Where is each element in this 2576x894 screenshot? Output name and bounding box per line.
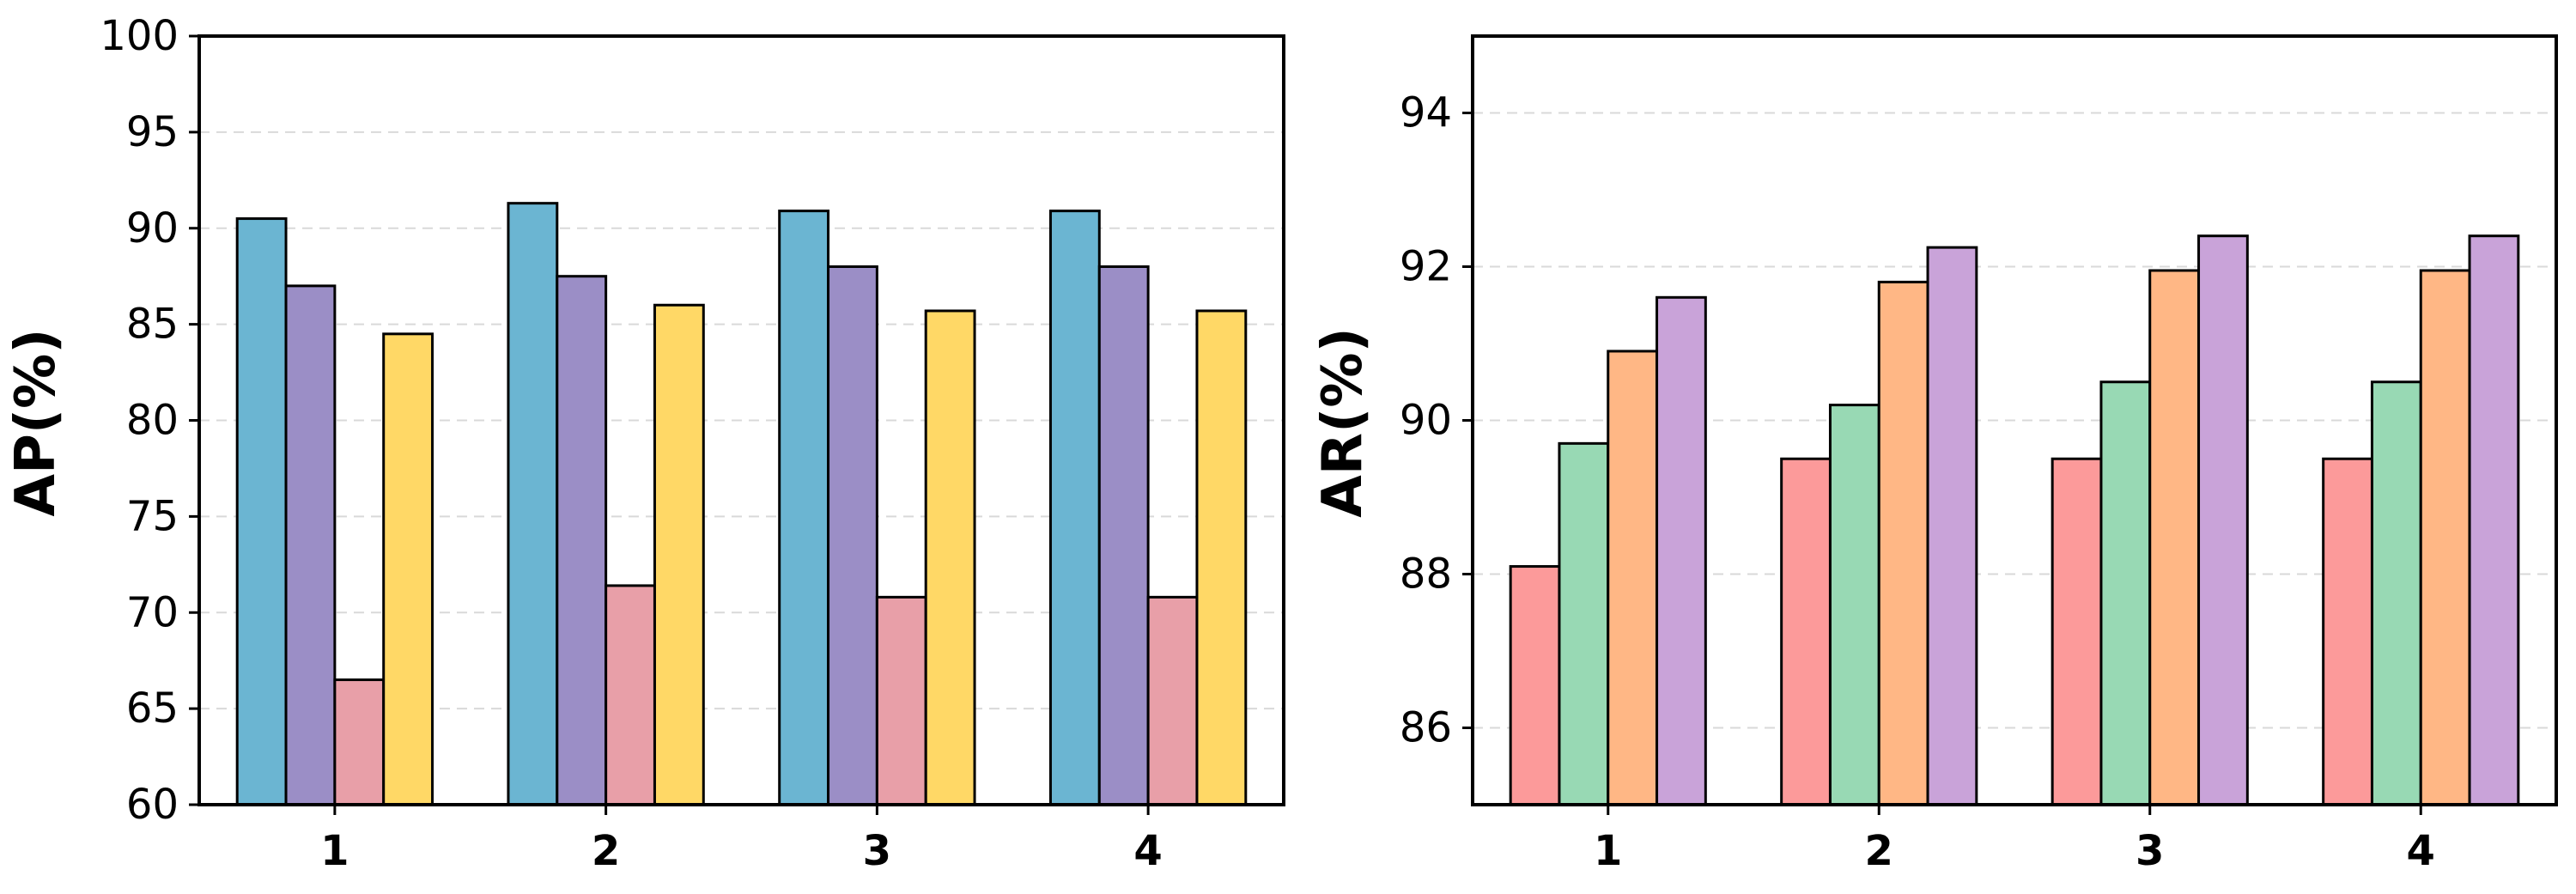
ar-bar-cat3-series1 [2050, 457, 2103, 806]
ar-y-tick-label-88: 88 [1400, 550, 1452, 599]
ap-x-tick-label-1: 1 [320, 827, 349, 875]
ar-bar-cat4-series3 [2419, 269, 2471, 806]
ar-chart: AR(%) 86 88 90 92 94 1 2 3 4 [1311, 34, 2558, 875]
ar-y-tick-label-90: 90 [1400, 397, 1452, 445]
ar-bar-cat2-series2 [1828, 404, 1880, 806]
ar-bar-cat2-series3 [1877, 280, 1929, 806]
ap-bar-cat1-series4 [382, 332, 434, 806]
ar-x-tick-label-1: 1 [1594, 827, 1622, 875]
ar-bar-cat3-series2 [2099, 380, 2152, 806]
ar-bar-cat4-series2 [2370, 380, 2422, 806]
ap-y-axis-title: AP(%) [4, 328, 68, 516]
ap-x-tick-label-3: 3 [863, 827, 891, 875]
ap-x-tick-label-2: 2 [592, 827, 620, 875]
ap-y-tick-label-85: 85 [126, 301, 179, 349]
ap-bar-cat4-series1 [1048, 210, 1101, 806]
ar-y-tick-label-86: 86 [1400, 704, 1452, 752]
ap-y-tick-label-75: 75 [126, 492, 179, 540]
ar-y-tick-label-92: 92 [1400, 243, 1452, 291]
ap-x-ticks: 1 2 3 4 [320, 805, 1163, 875]
ar-x-tick-label-3: 3 [2136, 827, 2164, 875]
ap-bar-cat1-series3 [333, 678, 386, 806]
ap-bar-cat1-series1 [235, 217, 288, 806]
ar-bar-cat1-series2 [1558, 441, 1610, 806]
ap-bar-cat3-series4 [924, 309, 976, 806]
ap-y-ticks: 60 65 70 75 80 85 90 95 100 [100, 12, 199, 829]
ap-x-tick-label-4: 4 [1133, 827, 1162, 875]
ar-bars [1509, 234, 2520, 806]
ap-y-tick-label-65: 65 [126, 684, 179, 733]
ap-bar-cat3-series1 [778, 210, 830, 806]
ap-bar-cat4-series3 [1146, 595, 1199, 806]
ap-bar-cat2-series4 [653, 303, 705, 806]
ap-bar-cat2-series3 [605, 584, 656, 806]
ar-y-ticks: 86 88 90 92 94 [1400, 89, 1473, 752]
ap-bar-cat2-series1 [507, 202, 559, 806]
ap-y-tick-label-100: 100 [100, 12, 179, 60]
ap-bar-cat4-series4 [1195, 309, 1248, 806]
ap-bars [235, 202, 1248, 806]
ap-bar-cat2-series2 [556, 275, 608, 806]
ar-bar-cat1-series1 [1509, 565, 1561, 806]
ap-bar-cat3-series3 [875, 595, 927, 806]
ap-bar-cat1-series2 [284, 284, 337, 806]
ar-bar-cat2-series4 [1926, 246, 1978, 806]
ar-bar-cat1-series4 [1656, 295, 1707, 806]
ar-bar-cat2-series1 [1780, 457, 1832, 806]
ap-y-tick-label-90: 90 [126, 204, 179, 252]
ap-chart: AP(%) 60 65 70 75 80 85 90 95 100 1 2 3 4 [4, 12, 1285, 875]
ap-y-tick-label-80: 80 [126, 397, 179, 445]
ap-bar-cat3-series2 [827, 265, 878, 806]
ar-bar-cat3-series3 [2148, 269, 2201, 806]
ar-bar-cat1-series3 [1607, 350, 1659, 806]
ar-y-tick-label-94: 94 [1400, 89, 1452, 137]
ar-bar-cat4-series1 [2322, 457, 2373, 806]
ap-y-tick-label-95: 95 [126, 108, 179, 156]
ar-x-ticks: 1 2 3 4 [1594, 805, 2435, 875]
ap-gridlines [199, 131, 1284, 710]
ar-bar-cat3-series4 [2197, 234, 2249, 806]
ar-bar-cat4-series4 [2468, 234, 2520, 806]
ar-x-tick-label-2: 2 [1865, 827, 1893, 875]
ap-y-tick-label-70: 70 [126, 588, 179, 636]
ap-bar-cat4-series2 [1097, 265, 1150, 806]
ar-y-axis-title: AR(%) [1311, 327, 1375, 517]
ar-x-tick-label-4: 4 [2407, 827, 2435, 875]
ap-y-tick-label-60: 60 [126, 781, 179, 829]
